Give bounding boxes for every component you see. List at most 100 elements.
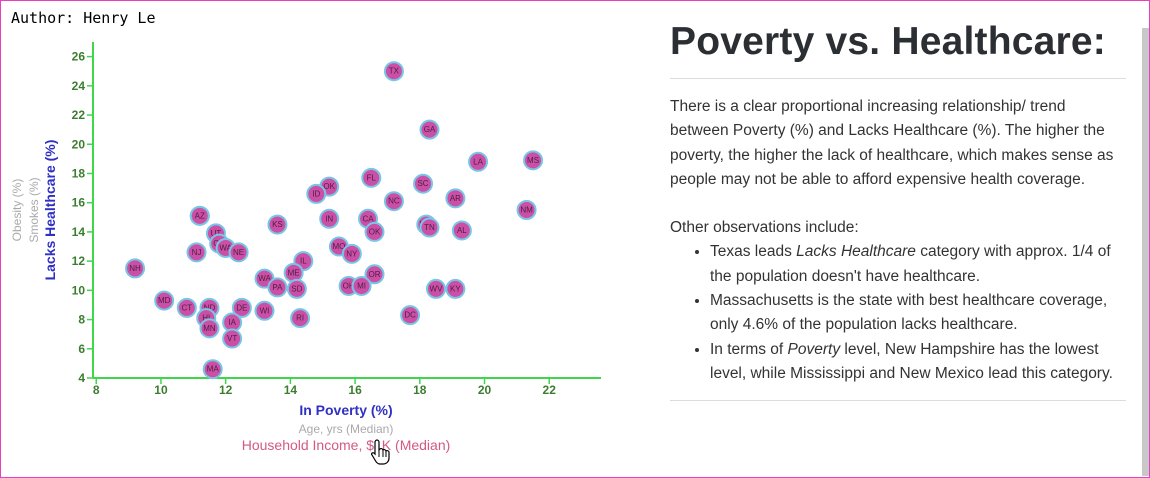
data-point-circle[interactable]: [351, 275, 372, 296]
data-point-circle[interactable]: [254, 300, 275, 321]
data-point[interactable]: OR: [364, 264, 385, 285]
observations-intro: Other observations include:: [670, 219, 859, 237]
data-point-circle[interactable]: [306, 183, 327, 204]
data-point-label: NM: [520, 206, 533, 215]
data-point[interactable]: GA: [419, 119, 440, 140]
data-point[interactable]: MD: [154, 290, 175, 311]
x-tick-label: 8: [93, 383, 100, 397]
data-point[interactable]: NJ: [186, 242, 207, 263]
x-axis-label-poverty[interactable]: In Poverty (%): [299, 402, 392, 418]
data-point-label: WI: [260, 306, 270, 315]
data-point[interactable]: ME: [283, 262, 304, 283]
data-point-circle[interactable]: [341, 243, 362, 264]
x-tick-label: 18: [413, 383, 427, 397]
data-point[interactable]: AR: [445, 188, 466, 209]
x-axis-label-income[interactable]: Household Income, $1K (Median): [242, 437, 451, 453]
data-point[interactable]: AL: [451, 220, 472, 241]
data-point-circle[interactable]: [468, 151, 489, 172]
data-point[interactable]: NE: [228, 242, 249, 263]
data-point-circle[interactable]: [199, 318, 220, 339]
data-point-label: CA: [362, 214, 374, 223]
data-point-circle[interactable]: [267, 214, 288, 235]
data-point[interactable]: DC: [400, 305, 421, 326]
data-point-circle[interactable]: [176, 297, 197, 318]
data-point[interactable]: MI: [351, 275, 372, 296]
data-point[interactable]: MA: [202, 359, 223, 380]
data-point[interactable]: MS: [523, 150, 544, 171]
data-point-circle[interactable]: [286, 278, 307, 299]
data-point-circle[interactable]: [228, 242, 249, 263]
data-point-circle[interactable]: [231, 297, 252, 318]
data-point[interactable]: WV: [425, 278, 446, 299]
data-point-circle[interactable]: [413, 173, 434, 194]
data-point-circle[interactable]: [364, 221, 385, 242]
data-point[interactable]: ID: [306, 183, 327, 204]
y-tick-label: 22: [72, 108, 86, 122]
data-point[interactable]: NY: [341, 243, 362, 264]
data-point[interactable]: NM: [516, 200, 537, 220]
data-point-circle[interactable]: [189, 205, 210, 226]
data-point-circle[interactable]: [400, 305, 421, 326]
data-point[interactable]: FL: [361, 167, 382, 188]
data-point[interactable]: VT: [222, 328, 243, 349]
data-point[interactable]: LA: [468, 151, 489, 172]
data-point-circle[interactable]: [445, 188, 466, 209]
data-point-label: VT: [227, 334, 237, 343]
data-point-circle[interactable]: [523, 150, 544, 171]
data-point[interactable]: RI: [290, 308, 311, 329]
scrollbar[interactable]: [1142, 28, 1149, 476]
data-point[interactable]: SD: [286, 278, 307, 299]
y-axis-label-healthcare[interactable]: Lacks Healthcare (%): [42, 140, 58, 281]
data-point-circle[interactable]: [364, 264, 385, 285]
data-point[interactable]: KS: [267, 214, 288, 235]
data-point-label: NE: [233, 248, 244, 257]
data-point-circle[interactable]: [319, 208, 340, 229]
y-tick-label: 24: [72, 79, 86, 93]
data-point[interactable]: DE: [231, 297, 252, 318]
data-point-circle[interactable]: [419, 217, 440, 238]
data-point[interactable]: TX: [383, 61, 404, 82]
data-point-label: PA: [272, 283, 283, 292]
data-point-circle[interactable]: [125, 258, 146, 279]
y-axis-label-smokes[interactable]: Smokes (%): [27, 177, 41, 242]
data-point-label: DC: [404, 311, 416, 320]
data-point-circle[interactable]: [516, 200, 537, 220]
data-point-circle[interactable]: [222, 328, 243, 349]
data-point[interactable]: WI: [254, 300, 275, 321]
data-point[interactable]: MN: [199, 318, 220, 339]
divider-top: [670, 78, 1126, 79]
data-point-circle[interactable]: [383, 61, 404, 82]
data-point-circle[interactable]: [425, 278, 446, 299]
data-point[interactable]: NH: [125, 258, 146, 279]
y-axis-label-obesity[interactable]: Obesity (%): [10, 179, 24, 242]
data-point-label: MS: [527, 156, 539, 165]
data-point-circle[interactable]: [451, 220, 472, 241]
data-point[interactable]: IN: [319, 208, 340, 229]
y-tick-label: 16: [72, 196, 86, 210]
x-axis-label-age[interactable]: Age, yrs (Median): [299, 422, 394, 436]
data-point-circle[interactable]: [445, 278, 466, 299]
data-point[interactable]: AZ: [189, 205, 210, 226]
data-point[interactable]: PA: [267, 277, 288, 298]
data-point[interactable]: TN: [419, 217, 440, 238]
data-point-label: RI: [296, 314, 304, 323]
data-point[interactable]: CT: [176, 297, 197, 318]
observation-item: Massachusetts is the state with best hea…: [710, 289, 1126, 338]
data-point[interactable]: KY: [445, 278, 466, 299]
data-point-label: NC: [388, 197, 400, 206]
data-point-circle[interactable]: [361, 167, 382, 188]
data-point[interactable]: SC: [413, 173, 434, 194]
article-panel: Poverty vs. Healthcare: There is a clear…: [670, 14, 1126, 386]
page-title: Poverty vs. Healthcare:: [670, 20, 1106, 63]
data-point-label: LA: [473, 157, 483, 166]
data-point[interactable]: NC: [383, 191, 404, 212]
data-point-circle[interactable]: [419, 119, 440, 140]
data-point-circle[interactable]: [290, 308, 311, 329]
data-point-circle[interactable]: [383, 191, 404, 212]
data-point-circle[interactable]: [186, 242, 207, 263]
data-point[interactable]: OK: [364, 221, 385, 242]
data-point-label: IN: [325, 214, 333, 223]
data-point-circle[interactable]: [267, 277, 288, 298]
data-point-circle[interactable]: [154, 290, 175, 311]
data-point-circle[interactable]: [202, 359, 223, 380]
